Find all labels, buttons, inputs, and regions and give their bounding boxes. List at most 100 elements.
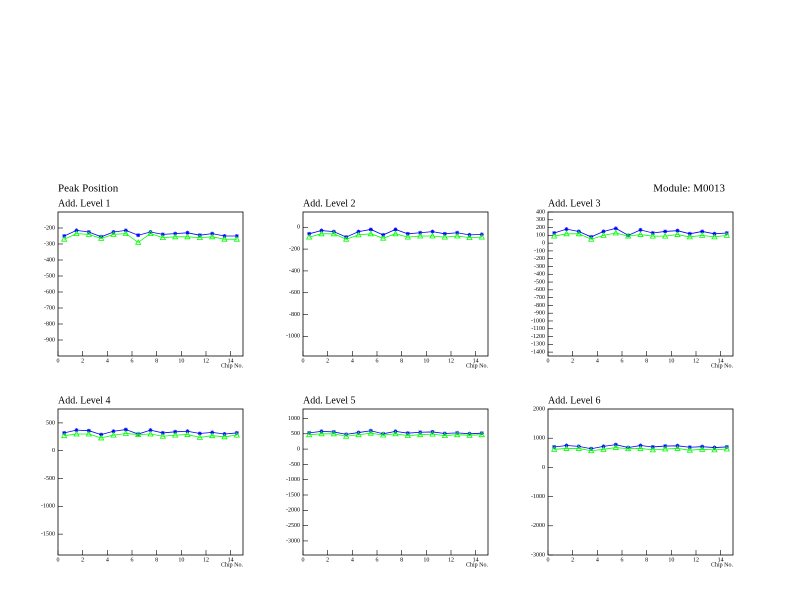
x-tick-label: 4	[351, 358, 354, 364]
point-marker	[700, 229, 705, 234]
point-marker	[637, 231, 644, 237]
y-tick-label: -500	[44, 273, 55, 279]
y-tick-label: -2500	[286, 523, 300, 529]
x-tick-label: 4	[596, 557, 599, 563]
point-marker	[404, 233, 412, 240]
point-marker	[612, 229, 620, 236]
y-tick-label: -200	[44, 225, 55, 231]
point-marker	[171, 233, 179, 240]
point-marker	[184, 431, 191, 437]
point-marker	[600, 445, 607, 452]
x-tick-label: 14	[228, 358, 234, 364]
x-tick-label: 4	[351, 557, 354, 563]
point-marker	[342, 235, 350, 242]
point-marker	[368, 227, 373, 232]
y-tick-label: -1500	[41, 532, 55, 538]
y-tick-label: -2000	[286, 508, 300, 514]
point-marker	[85, 430, 93, 437]
y-tick-label: -1400	[531, 349, 545, 355]
y-tick-label: 500	[291, 431, 300, 437]
y-tick-label: -1000	[41, 504, 55, 510]
y-tick-label: -3000	[531, 552, 545, 558]
plot-frame	[57, 408, 244, 556]
point-marker	[575, 230, 583, 237]
x-axis-label: Chip No.	[711, 363, 734, 369]
point-marker	[563, 230, 570, 237]
x-tick-label: 12	[693, 557, 699, 563]
point-marker	[587, 235, 595, 242]
y-tick-label: -1300	[531, 342, 545, 348]
point-marker	[430, 229, 435, 234]
x-tick-label: 2	[81, 557, 84, 563]
point-marker	[404, 432, 412, 439]
x-tick-label: 14	[473, 358, 479, 364]
x-tick-label: 6	[376, 358, 379, 364]
series-line	[309, 233, 482, 240]
point-marker	[196, 434, 204, 440]
y-tick-label: -600	[44, 289, 55, 295]
x-tick-label: 12	[693, 358, 699, 364]
point-marker	[99, 234, 104, 239]
x-tick-label: 4	[106, 358, 109, 364]
point-marker	[305, 431, 313, 438]
point-marker	[649, 446, 657, 453]
x-tick-label: 8	[155, 358, 158, 364]
point-marker	[134, 239, 142, 245]
point-marker	[638, 227, 643, 232]
point-marker	[575, 445, 583, 451]
y-tick-label: 500	[46, 420, 55, 426]
x-axis-label: Chip No.	[221, 562, 244, 568]
point-marker	[159, 234, 167, 240]
point-marker	[330, 230, 338, 237]
x-tick-label: 14	[473, 557, 479, 563]
point-marker	[330, 430, 338, 437]
y-tick-label: 100	[536, 233, 545, 239]
y-tick-label: -300	[534, 264, 545, 270]
point-marker	[208, 233, 216, 240]
point-marker	[379, 431, 387, 438]
y-tick-label: -1200	[531, 334, 545, 340]
x-tick-label: 0	[302, 358, 305, 364]
point-marker	[416, 232, 424, 239]
point-marker	[73, 430, 80, 437]
point-marker	[441, 233, 449, 240]
y-tick-label: -1000	[531, 494, 545, 500]
y-tick-label: -800	[44, 321, 55, 327]
y-tick-label: -200	[534, 256, 545, 262]
panel-title: Add. Level 2	[303, 198, 356, 209]
x-tick-label: 8	[400, 358, 403, 364]
x-tick-label: 10	[178, 557, 184, 563]
x-tick-label: 10	[178, 358, 184, 364]
point-marker	[367, 429, 375, 436]
point-marker	[453, 232, 461, 239]
y-tick-label: -500	[289, 462, 300, 468]
point-marker	[305, 233, 313, 240]
x-tick-label: 2	[81, 358, 84, 364]
point-marker	[85, 231, 93, 237]
point-marker	[148, 428, 153, 433]
point-marker	[686, 446, 694, 453]
point-marker	[136, 432, 141, 437]
x-tick-label: 12	[448, 557, 454, 563]
x-tick-label: 0	[547, 557, 550, 563]
module-label: Module: M0013	[653, 183, 725, 195]
x-axis-label: Chip No.	[221, 363, 244, 369]
point-marker	[233, 431, 241, 438]
x-tick-label: 2	[326, 557, 329, 563]
y-tick-label: -400	[289, 268, 300, 274]
point-marker	[624, 232, 632, 239]
x-tick-label: 8	[155, 557, 158, 563]
point-marker	[185, 230, 190, 235]
y-tick-label: -700	[534, 295, 545, 301]
x-tick-label: 8	[645, 557, 648, 563]
x-tick-label: 10	[668, 358, 674, 364]
point-marker	[111, 429, 116, 434]
point-marker	[381, 431, 386, 436]
panel-title: Add. Level 1	[58, 198, 111, 209]
point-marker	[221, 433, 228, 440]
point-marker	[429, 430, 436, 437]
point-marker	[723, 445, 731, 452]
point-marker	[60, 235, 68, 242]
point-marker	[196, 234, 204, 240]
